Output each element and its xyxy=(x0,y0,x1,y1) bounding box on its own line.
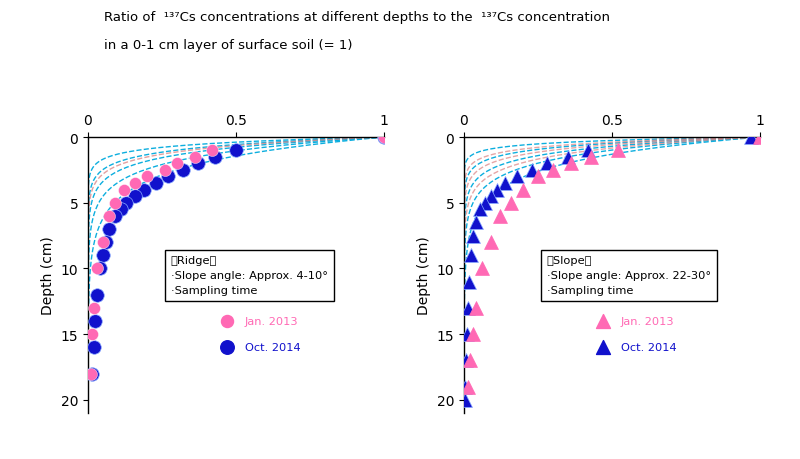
Point xyxy=(745,134,758,141)
Point xyxy=(462,383,475,391)
Point xyxy=(505,200,518,207)
Point xyxy=(459,383,472,391)
Point xyxy=(108,213,121,220)
Point xyxy=(458,396,471,403)
Point xyxy=(114,206,127,213)
Point xyxy=(517,186,530,194)
Point xyxy=(470,219,482,227)
Point xyxy=(230,147,242,155)
Point xyxy=(87,344,100,351)
Point xyxy=(611,147,624,155)
Text: Oct. 2014: Oct. 2014 xyxy=(621,342,677,353)
Point xyxy=(108,200,121,207)
Point xyxy=(150,180,162,187)
Point xyxy=(546,167,559,174)
Point xyxy=(466,331,479,338)
Point xyxy=(221,344,234,351)
Point xyxy=(493,213,506,220)
Y-axis label: Depth (cm): Depth (cm) xyxy=(41,236,55,315)
Point xyxy=(176,167,189,174)
Point xyxy=(221,318,234,325)
Text: Oct. 2014: Oct. 2014 xyxy=(245,342,301,353)
Point xyxy=(188,154,201,161)
Point xyxy=(597,344,610,351)
Point xyxy=(478,200,491,207)
Text: Jan. 2013: Jan. 2013 xyxy=(621,316,674,326)
Point xyxy=(86,370,99,377)
Point xyxy=(96,239,109,246)
Point xyxy=(541,160,554,168)
Point xyxy=(754,134,766,141)
Point xyxy=(466,232,479,240)
Point xyxy=(96,252,109,259)
Point xyxy=(484,193,497,201)
Point xyxy=(162,174,174,181)
Point xyxy=(465,252,478,259)
Text: Ratio of  ¹³⁷Cs concentrations at different depths to the  ¹³⁷Cs concentration: Ratio of ¹³⁷Cs concentrations at differe… xyxy=(104,11,610,24)
Point xyxy=(582,147,594,155)
Point xyxy=(511,174,524,181)
Point xyxy=(141,174,154,181)
Point xyxy=(564,160,577,168)
Point xyxy=(526,167,538,174)
Point xyxy=(561,154,574,161)
Point xyxy=(89,318,102,325)
Text: Jan. 2013: Jan. 2013 xyxy=(245,316,298,326)
Point xyxy=(158,167,171,174)
Point xyxy=(170,160,183,168)
Point xyxy=(87,304,100,312)
Point xyxy=(585,154,598,161)
Point xyxy=(499,180,512,187)
Point xyxy=(99,239,112,246)
Text: in a 0-1 cm layer of surface soil (= 1): in a 0-1 cm layer of surface soil (= 1) xyxy=(104,39,353,52)
Point xyxy=(378,134,390,141)
Text: 《Slope》
·Slope angle: Approx. 22-30°
·Sampling time: 《Slope》 ·Slope angle: Approx. 22-30° ·Sa… xyxy=(547,256,711,295)
Point xyxy=(462,304,474,312)
Point xyxy=(94,265,106,273)
Point xyxy=(191,160,204,168)
Point xyxy=(463,357,476,364)
Point xyxy=(470,304,482,312)
Point xyxy=(378,134,390,141)
Point xyxy=(117,186,130,194)
Point xyxy=(102,226,115,233)
Point xyxy=(85,370,98,377)
Point xyxy=(120,200,133,207)
Point xyxy=(474,206,486,213)
Point xyxy=(90,291,103,299)
Point xyxy=(460,331,473,338)
Point xyxy=(475,265,488,273)
Point xyxy=(90,265,103,273)
Point xyxy=(129,193,142,201)
Point xyxy=(129,180,142,187)
Point xyxy=(484,239,497,246)
Point xyxy=(86,331,99,338)
Text: 《Ridge》
·Slope angle: Approx. 4-10°
·Sampling time: 《Ridge》 ·Slope angle: Approx. 4-10° ·Sam… xyxy=(171,256,328,295)
Point xyxy=(460,357,473,364)
Y-axis label: Depth (cm): Depth (cm) xyxy=(417,236,431,315)
Point xyxy=(206,147,218,155)
Point xyxy=(490,186,503,194)
Point xyxy=(209,154,222,161)
Point xyxy=(597,318,610,325)
Point xyxy=(463,278,476,285)
Point xyxy=(138,186,150,194)
Point xyxy=(531,174,544,181)
Point xyxy=(102,213,115,220)
